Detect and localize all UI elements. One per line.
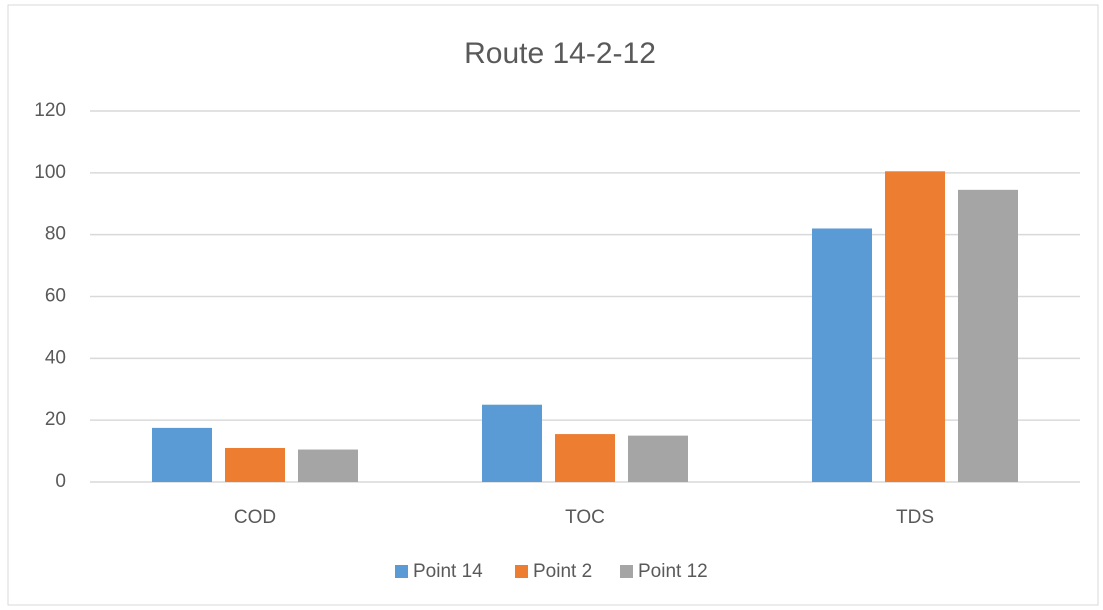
legend-label: Point 14: [413, 561, 483, 582]
legend-swatch: [395, 565, 408, 578]
legend-label: Point 2: [533, 561, 592, 582]
y-tick-label: 80: [45, 224, 66, 245]
y-tick-label: 60: [45, 286, 66, 307]
bar: [628, 435, 688, 482]
legend-swatch: [515, 565, 528, 578]
y-tick-label: 40: [45, 347, 66, 368]
bar: [885, 171, 945, 482]
bar: [555, 434, 615, 482]
y-tick-label: 100: [34, 162, 66, 183]
bar: [225, 447, 285, 482]
bar: [298, 449, 358, 482]
chart-title: Route 14-2-12: [464, 37, 656, 70]
y-tick-label: 0: [55, 471, 66, 492]
bar: [152, 427, 212, 482]
bar: [482, 404, 542, 482]
legend-swatch: [620, 565, 633, 578]
bar: [812, 228, 872, 482]
x-tick-label: TOC: [565, 507, 605, 528]
legend-label: Point 12: [638, 561, 708, 582]
x-tick-label: COD: [234, 507, 276, 528]
x-tick-label: TDS: [896, 507, 934, 528]
y-tick-label: 120: [34, 100, 66, 121]
y-tick-label: 20: [45, 409, 66, 430]
bar: [958, 189, 1018, 482]
